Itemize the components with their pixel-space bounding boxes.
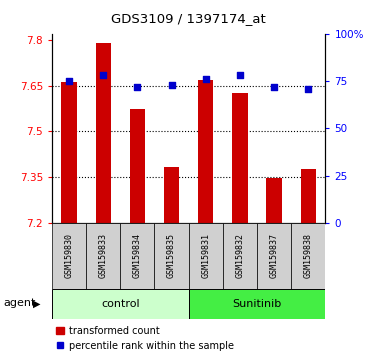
Point (271, 84, 277, 90)
Text: agent: agent (4, 298, 36, 308)
Bar (52, 289, 189, 319)
Text: GSM159831: GSM159831 (201, 233, 210, 278)
Text: ▶: ▶ (33, 298, 40, 308)
Bar (130, 109, 145, 223)
Bar (86, 223, 120, 289)
Text: control: control (101, 298, 140, 309)
Text: Sunitinib: Sunitinib (233, 298, 281, 309)
Bar (189, 223, 223, 289)
Bar (198, 80, 213, 223)
Text: GSM159833: GSM159833 (99, 233, 108, 278)
Point (100, 73, 106, 78)
Text: GSM159837: GSM159837 (270, 233, 279, 278)
Bar (95, 44, 111, 223)
Bar (164, 167, 179, 223)
Text: GSM159832: GSM159832 (235, 233, 244, 278)
Bar (301, 169, 316, 223)
Bar (61, 82, 77, 223)
Text: GDS3109 / 1397174_at: GDS3109 / 1397174_at (111, 12, 266, 25)
Bar (223, 223, 257, 289)
Text: GSM159835: GSM159835 (167, 233, 176, 278)
Point (203, 76, 209, 82)
Text: GSM159834: GSM159834 (133, 233, 142, 278)
Text: GSM159830: GSM159830 (65, 233, 74, 278)
Bar (120, 223, 154, 289)
Bar (257, 223, 291, 289)
Bar (266, 178, 282, 223)
Bar (52, 223, 86, 289)
Bar (232, 93, 248, 223)
Legend: transformed count, percentile rank within the sample: transformed count, percentile rank withi… (53, 322, 238, 354)
Point (66, 78, 72, 84)
Point (237, 73, 243, 78)
Text: GSM159838: GSM159838 (304, 233, 313, 278)
Point (134, 84, 141, 90)
Point (305, 86, 311, 91)
Point (169, 82, 175, 87)
Bar (154, 223, 189, 289)
Bar (291, 223, 325, 289)
Bar (189, 289, 325, 319)
